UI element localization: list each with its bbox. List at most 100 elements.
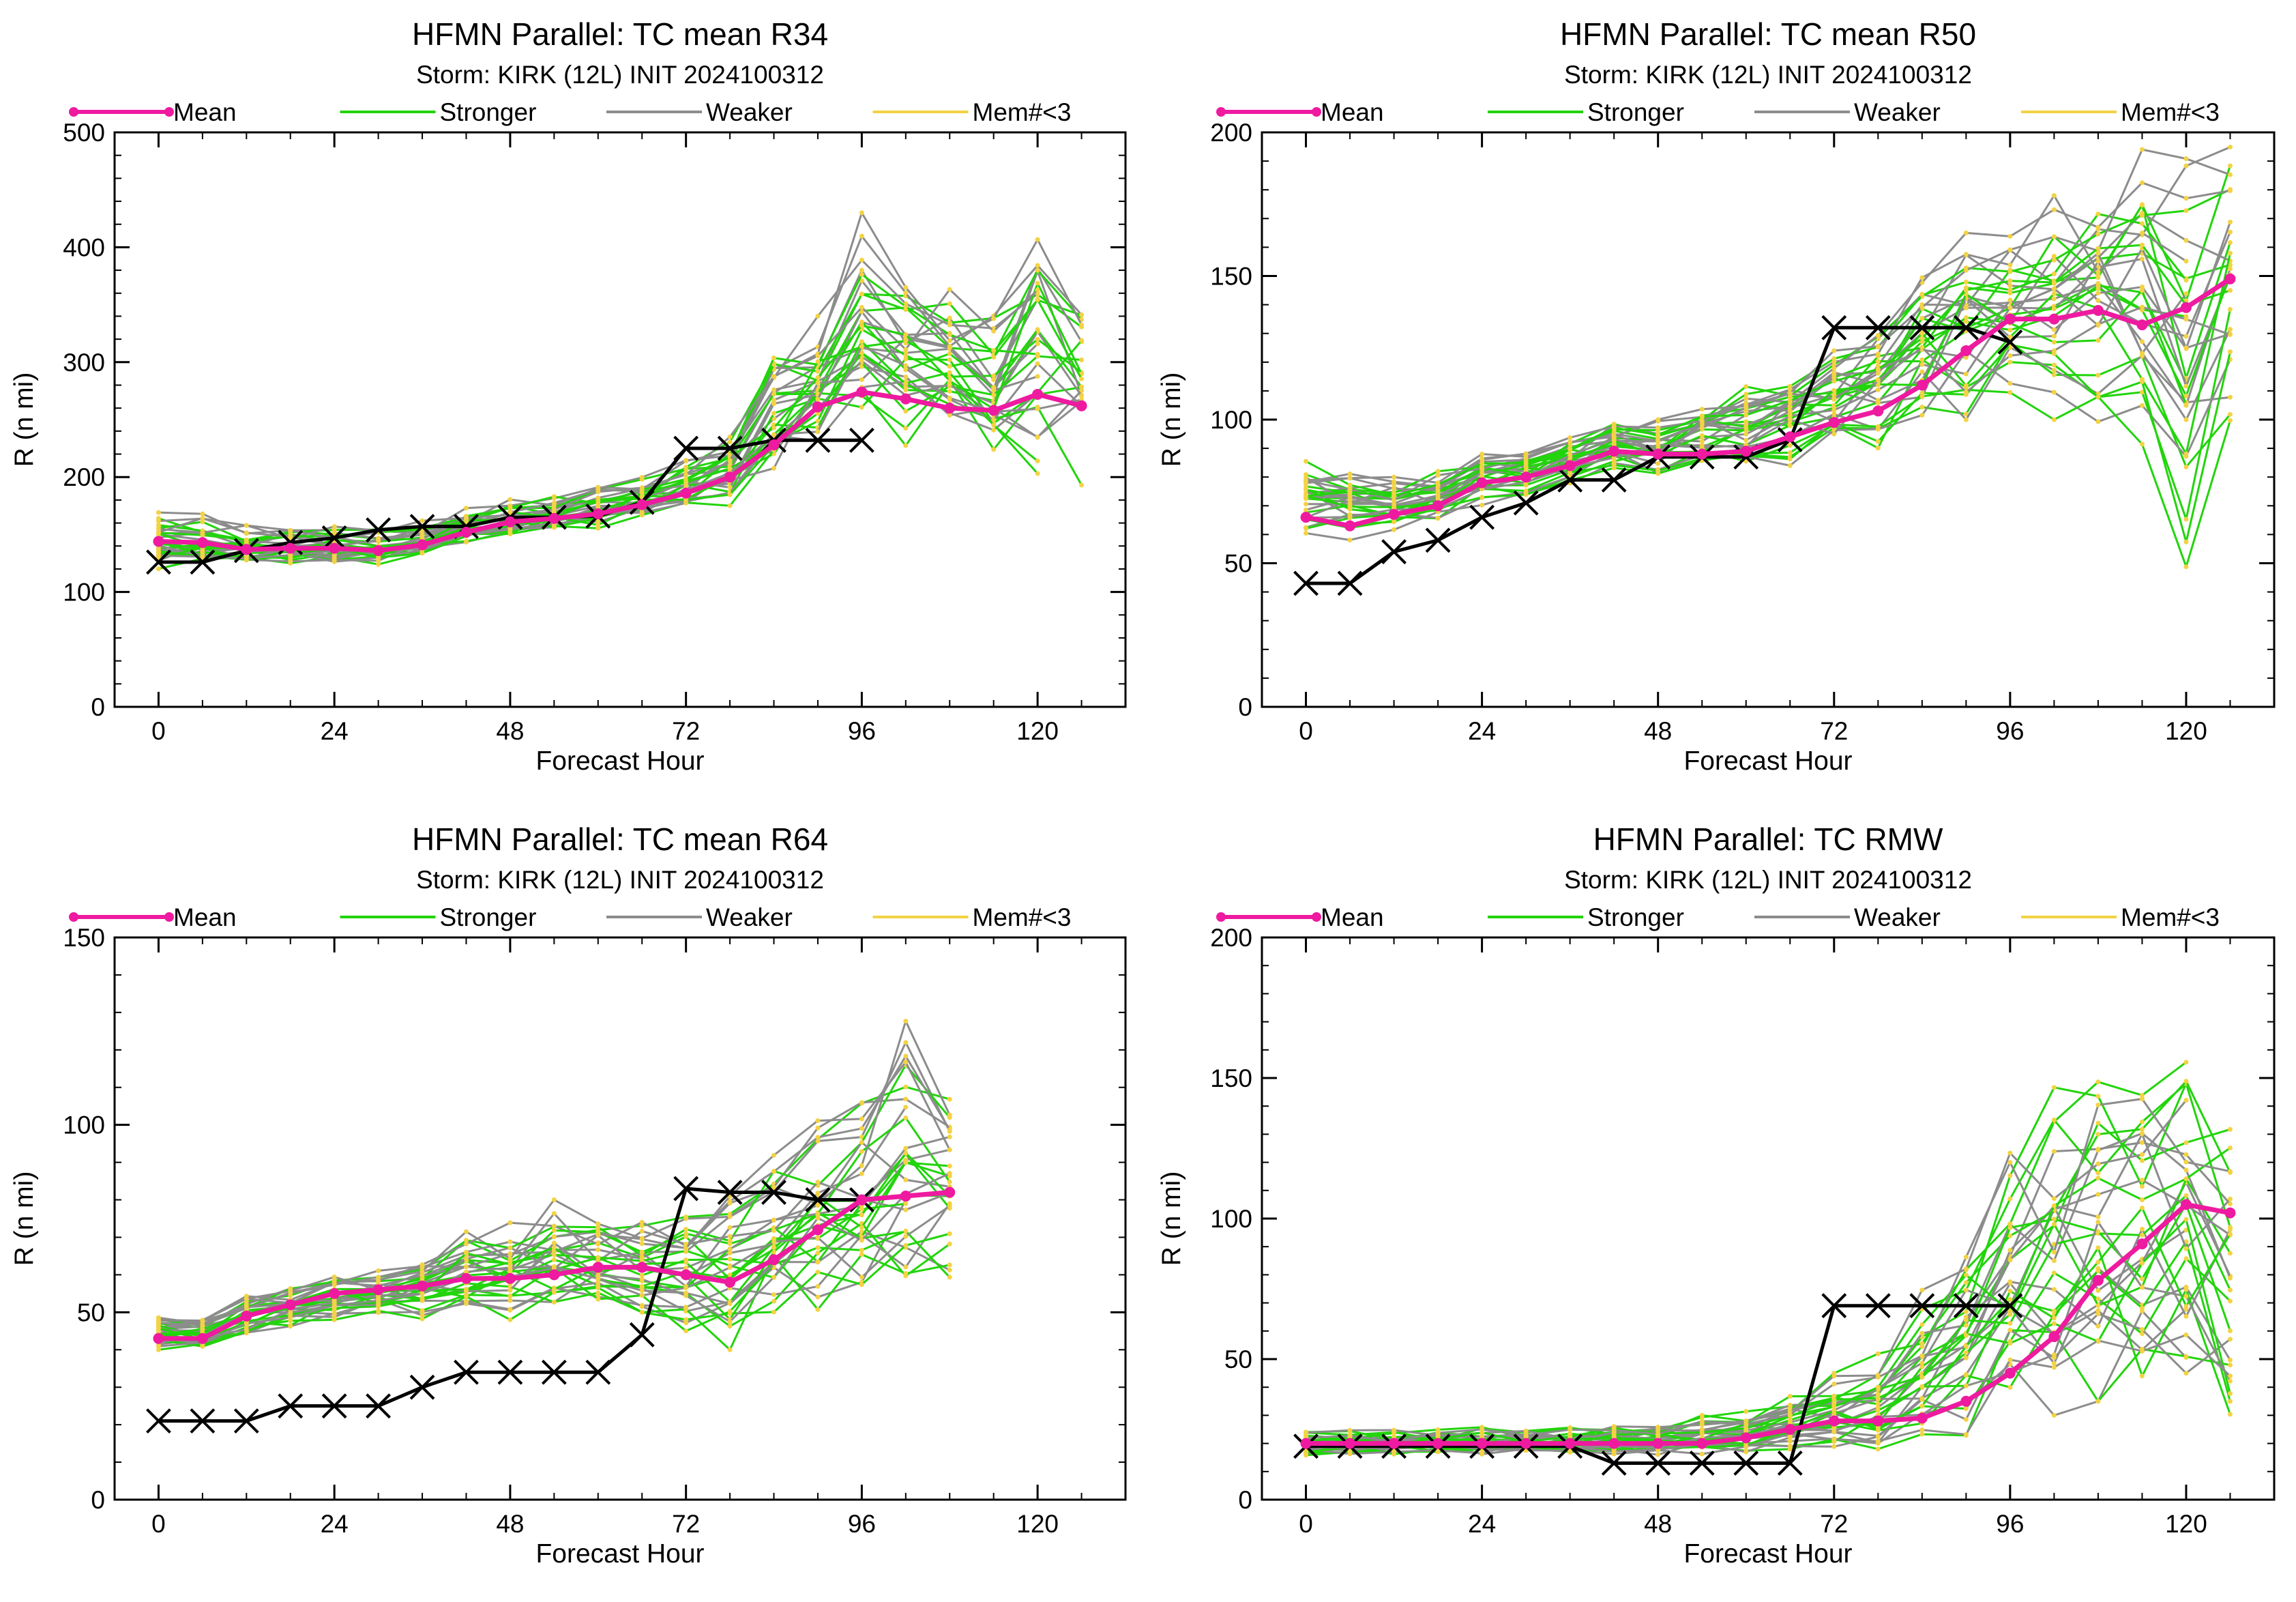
member-point <box>244 1296 249 1302</box>
member-point <box>463 506 469 511</box>
member-point <box>1787 1444 1793 1449</box>
member-point <box>2227 418 2233 423</box>
member-point <box>1919 316 1925 321</box>
member-point <box>903 409 909 414</box>
member-point <box>1568 1433 1573 1439</box>
member-point <box>2051 1249 2057 1255</box>
member-point <box>947 315 952 321</box>
member-point <box>2139 351 2145 356</box>
member-point <box>639 1236 645 1242</box>
member-point <box>1035 361 1040 366</box>
member-point <box>1079 388 1085 393</box>
member-point <box>2227 163 2233 169</box>
member-point <box>463 1299 469 1305</box>
member-point <box>947 332 952 337</box>
legend-mean-marker <box>164 107 174 117</box>
y-tick-label: 150 <box>1210 263 1252 291</box>
x-tick-label: 0 <box>1299 1510 1313 1538</box>
member-point <box>727 1319 733 1324</box>
member-point <box>771 1218 777 1223</box>
member-point <box>1963 252 1969 257</box>
member-point <box>947 1147 952 1152</box>
member-point <box>463 1241 469 1247</box>
member-point <box>1831 1437 1837 1442</box>
member-point <box>947 322 952 327</box>
mean-point <box>944 1186 956 1198</box>
observed-marker <box>1513 490 1539 516</box>
mean-point <box>284 1299 296 1311</box>
member-point <box>2227 411 2233 417</box>
member-point <box>507 1220 513 1225</box>
member-point <box>771 1309 777 1315</box>
member-point <box>595 1221 601 1227</box>
member-point <box>2183 1079 2189 1084</box>
member-point <box>288 559 293 564</box>
member-point <box>1919 304 1925 310</box>
observed-marker <box>366 1393 392 1419</box>
member-point <box>1919 1341 1925 1346</box>
mean-point <box>548 512 560 524</box>
member-point <box>244 537 249 542</box>
mean-point <box>856 1194 868 1206</box>
mean-line <box>1305 276 2232 529</box>
observed-marker <box>366 517 392 543</box>
member-point <box>639 490 645 495</box>
member-point <box>2183 383 2189 389</box>
member-point <box>2095 231 2101 237</box>
member-point <box>2227 332 2233 337</box>
member-point <box>420 1316 425 1322</box>
member-point <box>2051 1149 2057 1154</box>
mean-point <box>460 527 472 538</box>
member-point <box>2227 1298 2233 1304</box>
member-point <box>683 480 689 485</box>
member-point <box>1963 315 1969 321</box>
x-axis-label: Forecast Hour <box>535 1539 704 1569</box>
mean-point <box>196 537 208 549</box>
member-point <box>815 1139 821 1144</box>
mean-point <box>196 1332 208 1344</box>
plot-area <box>146 210 1087 575</box>
member-point <box>2051 1309 2057 1314</box>
member-points <box>1304 1139 2233 1446</box>
member-point <box>463 1256 469 1262</box>
member-line <box>158 269 1083 541</box>
member-point <box>947 357 952 362</box>
member-point <box>156 566 161 572</box>
member-point <box>991 316 997 321</box>
plot-frame <box>113 936 1127 1501</box>
mean-point <box>1032 388 1044 400</box>
y-tick-label: 150 <box>63 924 105 952</box>
y-tick-label: 200 <box>1210 924 1252 952</box>
member-point <box>1392 527 1397 532</box>
member-point <box>2227 327 2233 332</box>
member-point <box>2183 417 2189 422</box>
member-point <box>420 1308 425 1313</box>
member-point <box>1963 1406 1969 1412</box>
mean-point <box>1476 1438 1488 1449</box>
legend-mem-lt3: Mem#<3 <box>872 98 1071 126</box>
legend-mean-label: Mean <box>1321 903 1384 931</box>
member-point <box>771 1152 777 1158</box>
member-point <box>1655 1448 1661 1453</box>
mean-point <box>680 487 692 499</box>
x-tick-label: 24 <box>321 1510 349 1538</box>
member-point <box>771 401 777 407</box>
member-point <box>815 1212 821 1217</box>
member-point <box>288 553 293 558</box>
member-point <box>1919 413 1925 418</box>
mean-point <box>1344 1438 1356 1449</box>
member-point <box>815 375 821 380</box>
legend-weaker: Weaker <box>606 903 793 931</box>
member-point <box>595 1255 601 1261</box>
mean-point <box>1608 446 1620 457</box>
member-point <box>2227 239 2233 245</box>
member-point <box>1435 488 1441 493</box>
mean-point <box>1740 1432 1752 1444</box>
member-point <box>2227 1357 2233 1363</box>
x-tick-label: 24 <box>1468 1510 1496 1538</box>
y-tick-label: 50 <box>1224 1345 1252 1373</box>
member-point <box>859 291 864 297</box>
observed-marker <box>190 1408 216 1434</box>
member-point <box>2007 269 2013 274</box>
member-point <box>815 1307 821 1312</box>
